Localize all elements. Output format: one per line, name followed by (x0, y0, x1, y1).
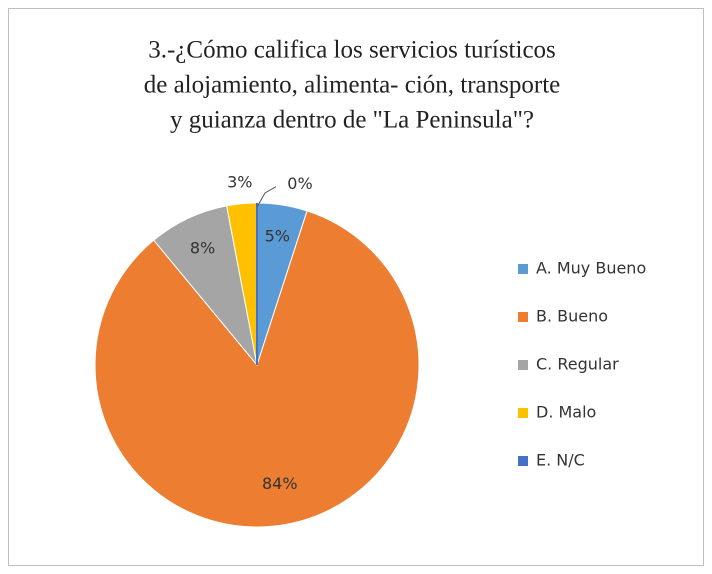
chart-title: 3.-¿Cómo califica los servicios turístic… (148, 37, 556, 64)
legend-swatch (518, 456, 528, 466)
legend-swatch (518, 264, 528, 274)
legend-label: C. Regular (536, 355, 619, 374)
data-label: 0% (287, 174, 312, 193)
data-label: 8% (190, 239, 215, 258)
legend-swatch (518, 312, 528, 322)
legend-swatch (518, 360, 528, 370)
pie-slice (94, 210, 420, 528)
legend-label: A. Muy Bueno (536, 259, 646, 278)
legend-label: B. Bueno (536, 307, 608, 326)
leader-line (256, 186, 277, 208)
chart-title: de alojamiento, alimenta- ción, transpor… (144, 72, 561, 99)
chart-title: y guianza dentro de "La Peninsula"? (170, 107, 534, 134)
data-label: 84% (262, 474, 298, 493)
legend-label: E. N/C (536, 451, 585, 470)
legend-swatch (518, 408, 528, 418)
data-label: 5% (265, 226, 290, 245)
legend-label: D. Malo (536, 403, 596, 422)
data-label: 3% (227, 172, 252, 191)
